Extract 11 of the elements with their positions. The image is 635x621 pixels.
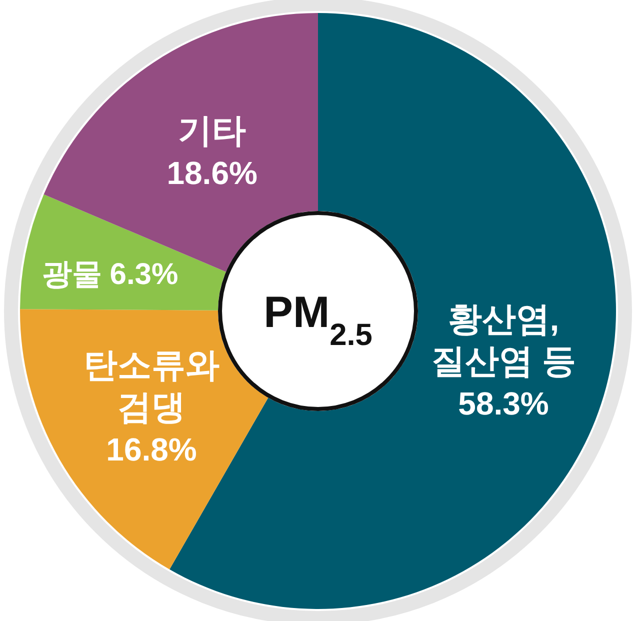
data-label: 18.6% [166, 154, 258, 191]
slice-label: 광물 [42, 258, 102, 292]
slice-label: 기타 [178, 112, 246, 150]
slice-label: 황산염, 질산염 등 [430, 300, 576, 380]
donut-slice [20, 194, 226, 310]
slice-label: 탄소류와 검댕 [84, 346, 220, 427]
data-label: 16.8% [106, 432, 197, 468]
data-label: 6.3% [110, 258, 178, 292]
donut-slice [20, 309, 268, 570]
data-label: 58.3% [458, 386, 549, 422]
text: PM$_{2.5}$ [264, 288, 372, 352]
